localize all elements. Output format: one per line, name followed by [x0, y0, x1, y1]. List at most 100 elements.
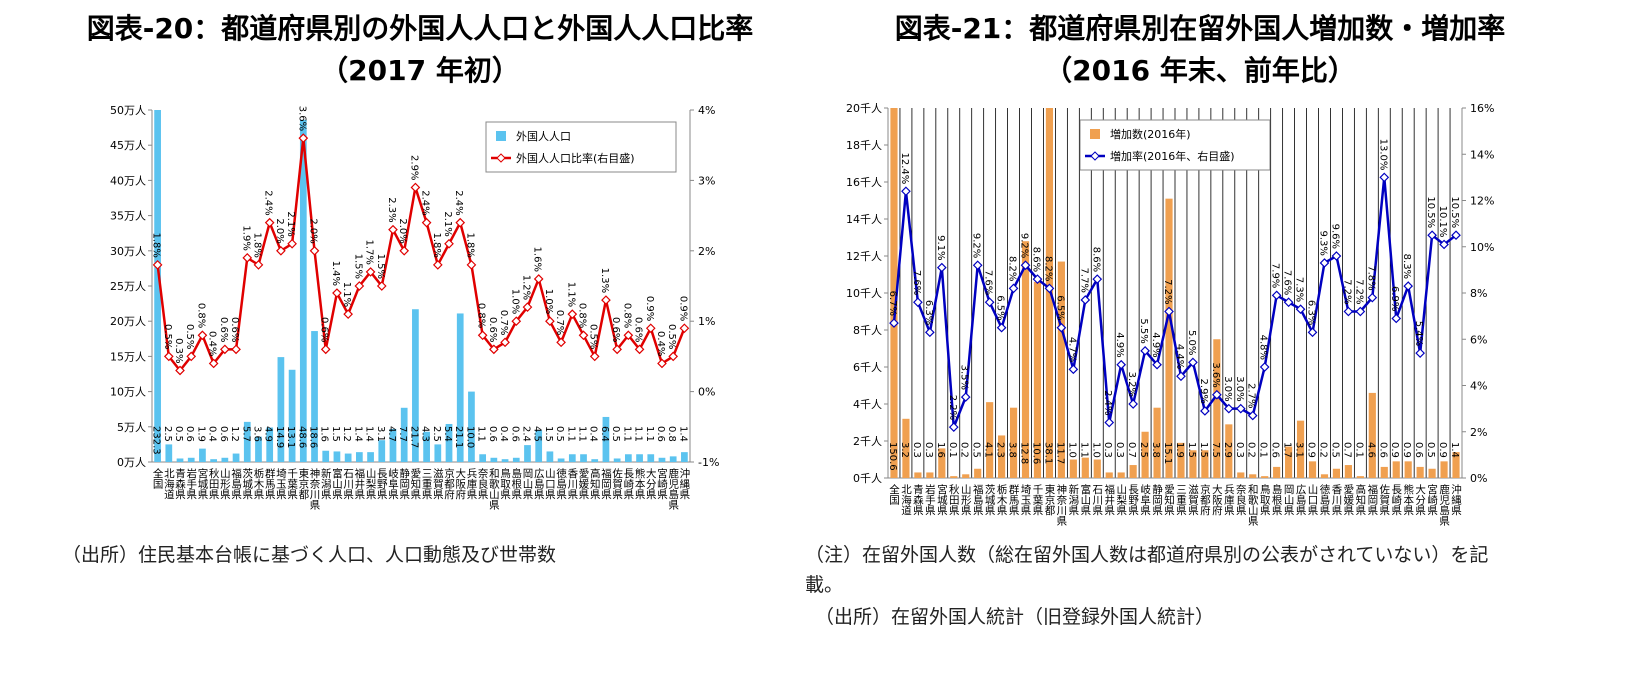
x-tick-label: 宮城県: [936, 483, 948, 516]
bar-label: 1.5: [330, 426, 341, 442]
bar-label: 0.2: [1246, 442, 1257, 458]
x-tick-label: 奈良県: [477, 467, 489, 500]
bar-label: 1.4: [1449, 442, 1460, 458]
marker: [287, 238, 297, 249]
x-tick-label: 沖縄県: [678, 467, 690, 500]
legend-label: 外国人人口: [516, 130, 571, 143]
bar-label: 0.6: [487, 426, 498, 442]
bar-label: 2.5: [1138, 442, 1149, 458]
marker: [612, 344, 622, 355]
x-tick-label: 富山県: [331, 467, 343, 500]
x-tick-label: 千葉県: [286, 468, 298, 500]
bar: [1117, 472, 1125, 478]
line-label: 0.8%: [621, 303, 632, 328]
x-tick-label: 埼玉県: [1020, 483, 1032, 516]
line-label: 1.1%: [565, 282, 576, 307]
x-tick-label: 岐阜県: [1139, 483, 1151, 516]
legend-box: [1079, 119, 1271, 171]
x-tick-label: 大分県: [645, 467, 657, 500]
marker: [1092, 274, 1103, 284]
line-label: 6.3%: [1306, 300, 1317, 325]
line-label: 2.4%: [453, 190, 464, 215]
x-tick-label: 大阪府: [454, 467, 466, 500]
bar-label: 0.3: [1114, 442, 1125, 458]
x-tick-label: 大阪府: [1211, 483, 1223, 516]
x-tick-label: 愛媛県: [1342, 483, 1354, 516]
legend-swatch: [496, 131, 506, 141]
line-label: 2.9%: [1198, 379, 1209, 404]
line-label: 1.8%: [151, 232, 162, 257]
line-label: 2.9%: [408, 155, 419, 180]
bar-label: 0.3: [1102, 442, 1113, 458]
legend-marker: [1090, 151, 1100, 161]
line-label: 0.5%: [588, 324, 599, 349]
line-label: 7.6%: [911, 270, 922, 295]
x-tick-label: 長野県: [1127, 484, 1139, 516]
bar-label: 10.6: [1030, 442, 1041, 464]
x-tick-label: 北海道: [900, 484, 912, 516]
bar: [647, 454, 655, 462]
marker: [1223, 403, 1234, 414]
marker: [972, 260, 983, 271]
marker: [163, 351, 174, 362]
x-tick-label: 滋賀県: [432, 467, 444, 500]
line-label: 9.1%: [935, 235, 946, 260]
marker: [556, 337, 566, 348]
bar: [557, 458, 565, 462]
x-tick-label: 新潟県: [1067, 483, 1079, 516]
marker: [410, 182, 421, 193]
line-label: 1.9%: [240, 225, 251, 250]
bar-label: 38.1: [1042, 442, 1053, 464]
x-tick-label: 全国: [888, 483, 900, 506]
bar-label: 1.0: [1066, 442, 1077, 458]
line-label: 3.6%: [1210, 362, 1221, 387]
marker: [1271, 290, 1282, 301]
line-label: 10.5%: [1425, 196, 1436, 228]
y-tick-label: 25万人: [110, 280, 146, 293]
bar: [154, 110, 161, 462]
line-label: 8.6%: [1090, 247, 1101, 272]
x-tick-label: 山形県: [219, 468, 231, 500]
line-label: 10.5%: [1449, 196, 1460, 228]
line-label: 2.4%: [420, 190, 431, 215]
marker: [1247, 410, 1258, 421]
marker: [309, 245, 320, 256]
y-tick-label: 10万人: [110, 386, 146, 399]
line-label: 9.2%: [1019, 233, 1030, 258]
x-tick-label: 岐阜県: [387, 467, 399, 500]
source-note: （出所）住民基本台帳に基づく人口、人口動態及び世帯数: [62, 544, 557, 566]
bar-label: 0.2: [1317, 442, 1328, 458]
bar: [1308, 461, 1317, 478]
line-label: 4.7%: [1066, 337, 1077, 362]
line-label: 1.2%: [520, 275, 531, 300]
line-label: 4.4%: [1174, 344, 1185, 369]
marker: [1164, 306, 1174, 317]
x-tick-label: 茨城県: [984, 483, 996, 516]
bar: [658, 457, 666, 462]
marker: [1367, 292, 1378, 303]
bar: [468, 391, 475, 462]
x-tick-label: 兵庫県: [1223, 483, 1235, 516]
line-label: 7.2%: [1341, 279, 1352, 304]
bar: [1225, 424, 1233, 478]
x-tick-label: 静岡県: [1151, 483, 1163, 516]
marker: [477, 330, 488, 341]
bar: [914, 472, 922, 478]
marker: [1176, 371, 1186, 382]
marker: [913, 297, 923, 308]
bar-label: 1.1: [644, 426, 655, 442]
line-label: 0.3%: [173, 338, 184, 363]
x-tick-label: 千葉県: [1031, 484, 1043, 516]
x-tick-label: 福島県: [230, 467, 242, 500]
bar: [434, 444, 442, 462]
bar-label: 48.6: [296, 426, 307, 448]
bar: [1105, 472, 1113, 478]
line-label: 1.8%: [251, 232, 262, 257]
bar: [1368, 392, 1376, 478]
x-tick-label: 群馬県: [1008, 483, 1020, 516]
bar: [1380, 466, 1388, 478]
line-label: 1.6%: [532, 247, 543, 272]
y2-tick-label: 2%: [1470, 426, 1487, 439]
bar-label: 1.6: [319, 426, 330, 442]
line-label: 0.8%: [476, 303, 487, 328]
